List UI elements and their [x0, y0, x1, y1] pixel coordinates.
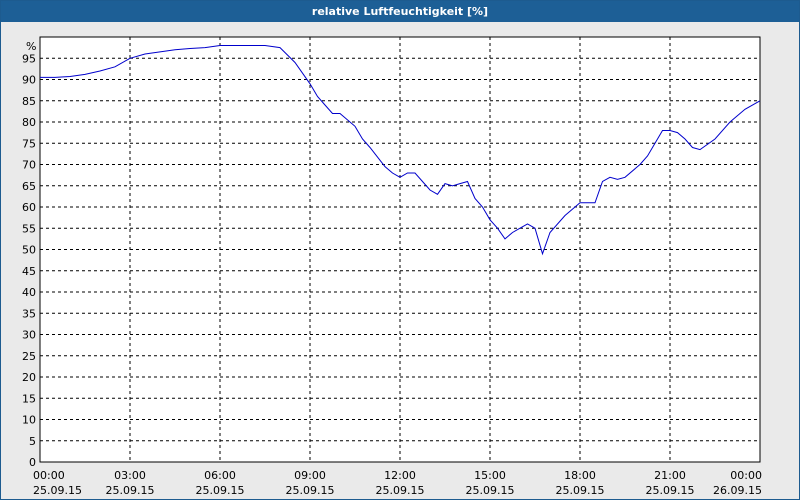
y-tick-label: 10 [22, 414, 36, 427]
y-tick-label: 0 [29, 456, 36, 469]
y-tick-label: 90 [22, 74, 36, 87]
y-tick-label: 75 [22, 137, 36, 150]
x-tick-date: 25.09.15 [286, 484, 335, 497]
x-tick-date: 25.09.15 [196, 484, 245, 497]
grid-lines [40, 37, 760, 462]
y-tick-label: 45 [22, 265, 36, 278]
y-tick-label: 80 [22, 116, 36, 129]
chart-title: relative Luftfeuchtigkeit [%] [1, 1, 799, 22]
x-tick-time: 21:00 [654, 469, 686, 482]
y-tick-label: 85 [22, 95, 36, 108]
y-tick-label: 60 [22, 201, 36, 214]
x-tick-date: 25.09.15 [646, 484, 695, 497]
x-tick-time: 18:00 [564, 469, 596, 482]
tick-labels: 0 5 10 15 20 25 30 35 40 45 50 55 60 65 70 75 80 85 90 95 00… [22, 52, 762, 497]
y-tick-label: 55 [22, 222, 36, 235]
x-tick-time: 06:00 [204, 469, 236, 482]
y-tick-label: 20 [22, 371, 36, 384]
y-tick-label: 50 [22, 244, 36, 257]
y-tick-label: 5 [29, 435, 36, 448]
y-tick-label: 15 [22, 392, 36, 405]
y-axis-label: % [26, 40, 36, 53]
y-tick-label: 30 [22, 329, 36, 342]
x-tick-date: 25.09.15 [106, 484, 155, 497]
x-tick-time: 03:00 [114, 469, 146, 482]
x-tick-time: 12:00 [384, 469, 416, 482]
y-tick-label: 40 [22, 286, 36, 299]
x-tick-time: 09:00 [294, 469, 326, 482]
x-tick-date: 25.09.15 [33, 484, 82, 497]
x-tick-time: 15:00 [474, 469, 506, 482]
x-tick-time: 00:00 [730, 469, 762, 482]
y-tick-label: 70 [22, 159, 36, 172]
x-tick-date: 25.09.15 [466, 484, 515, 497]
y-tick-label: 65 [22, 180, 36, 193]
x-tick-date: 25.09.15 [556, 484, 605, 497]
y-tick-label: 25 [22, 350, 36, 363]
y-tick-label: 95 [22, 52, 36, 65]
x-tick-time: 00:00 [33, 469, 65, 482]
y-tick-label: 35 [22, 307, 36, 320]
humidity-series-line [40, 45, 761, 256]
x-tick-date: 25.09.15 [376, 484, 425, 497]
x-tick-date: 26.09.15 [713, 484, 762, 497]
